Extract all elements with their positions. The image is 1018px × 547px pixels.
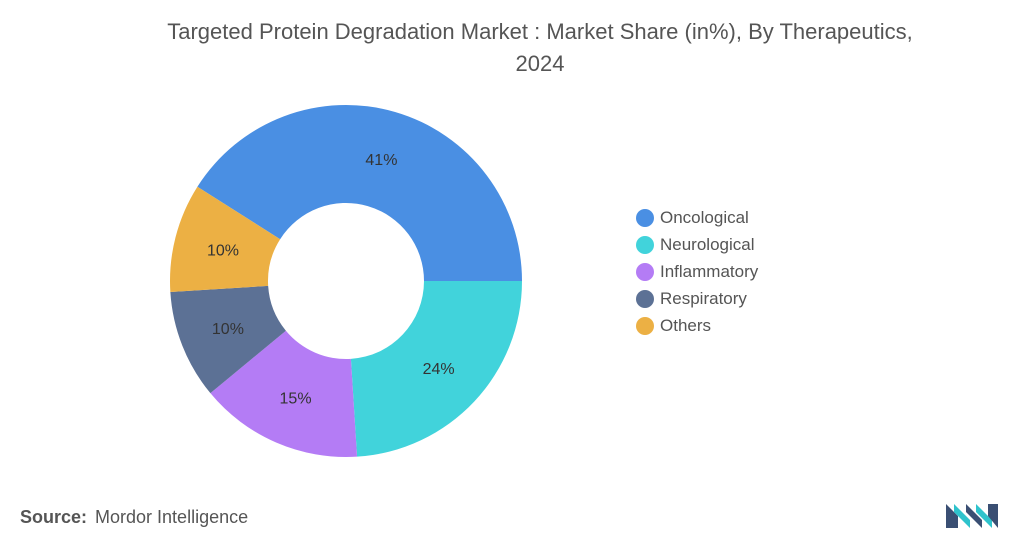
legend-swatch-others [636,316,654,335]
source-note: Source: Mordor Intelligence [20,507,248,528]
legend-swatch-neurological [636,235,654,254]
legend-swatch-inflammatory [636,262,654,281]
slice-respiratory [170,285,286,394]
slice-neurological [350,281,522,457]
source-label: Source: [20,507,88,527]
legend-item-inflammatory: Inflammatory [636,258,758,285]
chart-legend: Oncological Neurological Inflammatory Respi… [636,204,758,339]
chart-title-line-1: Targeted Protein Degradation Market : Ma… [167,19,913,44]
legend-swatch-respiratory [636,289,654,308]
slice-inflammatory [210,330,358,457]
slice-others [169,186,281,293]
chart-title: Targeted Protein Degradation Market : Ma… [60,16,1018,80]
chart-title-line-2: 2024 [515,51,565,76]
legend-label-others: Others [660,315,712,335]
legend-item-others: Others [636,312,758,339]
legend-label-respiratory: Respiratory [660,288,747,308]
legend-label-oncological: Oncological [660,207,749,227]
source-value: Mordor Intelligence [95,507,249,527]
slice-label-respiratory: 10% [212,321,244,338]
slice-label-neurological: 24% [423,361,455,378]
legend-item-respiratory: Respiratory [636,285,758,312]
legend-label-neurological: Neurological [660,234,755,254]
slice-oncological [197,104,522,281]
legend-swatch-oncological [636,208,654,227]
slice-label-others: 10% [207,242,239,259]
legend-item-neurological: Neurological [636,231,758,258]
slice-label-inflammatory: 15% [280,391,312,408]
legend-label-inflammatory: Inflammatory [660,261,759,281]
legend-item-oncological: Oncological [636,204,758,231]
mordor-intelligence-logo-icon [946,504,998,528]
slice-label-oncological: 41% [365,152,397,169]
